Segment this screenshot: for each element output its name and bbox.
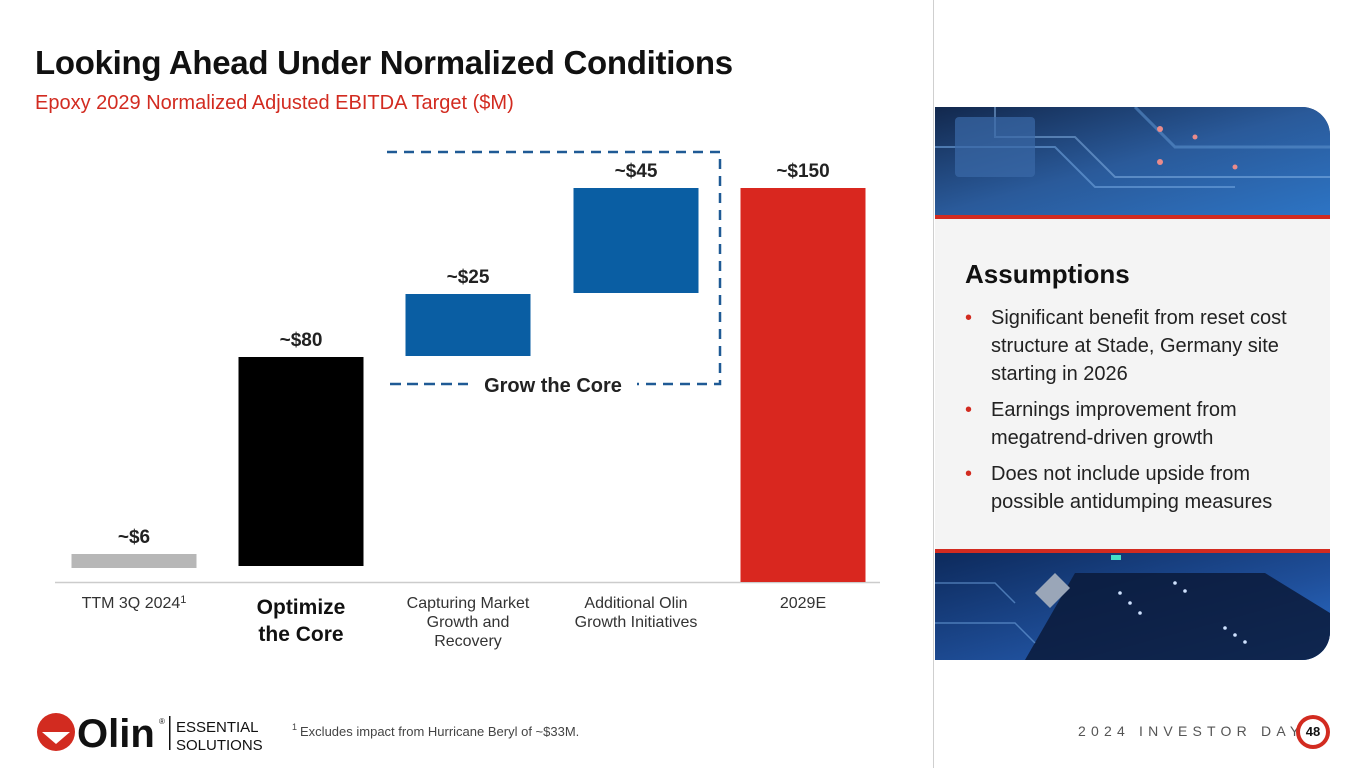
assumptions-panel: Assumptions • Significant benefit from re…: [935, 107, 1330, 660]
footnote: 1 Excludes impact from Hurricane Beryl of…: [292, 722, 580, 739]
bullet-icon: •: [965, 307, 973, 329]
bar-4: [573, 188, 699, 293]
page-title: Looking Ahead Under Normalized Condition…: [35, 44, 733, 81]
assumptions-list: • Significant benefit from reset cost str…: [965, 304, 1325, 524]
category-label-2: Optimize the Core: [256, 596, 346, 646]
data-label-3: ~$25: [447, 267, 490, 288]
grow-the-core-box: [387, 150, 722, 386]
category-footnote-marker: 1: [180, 594, 187, 606]
page-number-badge: 48: [1296, 715, 1330, 749]
page-subtitle: Epoxy 2029 Normalized Adjusted EBITDA Ta…: [35, 92, 514, 114]
vertical-divider: [933, 0, 934, 768]
assumption-item: • Significant benefit from reset cost str…: [965, 304, 1325, 388]
event-label: 2024 INVESTOR DAY: [1078, 723, 1305, 739]
logo-subtitle-2: SOLUTIONS: [176, 737, 263, 754]
bar-5: [740, 188, 866, 582]
bar-3: [405, 294, 531, 356]
data-label-4: ~$45: [615, 161, 658, 182]
bullet-icon: •: [965, 399, 973, 421]
circuit-board-image-bottom: [935, 553, 1330, 660]
page-number: 48: [1300, 719, 1326, 745]
bar-1: [71, 554, 197, 568]
olin-logo: Olin ® ESSENTIAL SOLUTIONS: [37, 712, 263, 754]
logo-registered-mark: ®: [159, 717, 165, 726]
bar-2: [238, 357, 364, 566]
category-label-1: TTM 3Q 20241: [81, 594, 187, 612]
waterfall-chart: ~$6 ~$80 ~$25 ~$45 ~$150 Grow the Core: [55, 150, 880, 584]
circuit-board-image-top: [935, 107, 1330, 215]
grow-the-core-label: Grow the Core: [484, 375, 622, 397]
assumption-item: • Does not include upside from possible a…: [965, 460, 1325, 516]
footnote-marker: 1: [292, 722, 298, 732]
logo-subtitle-1: ESSENTIAL: [176, 719, 259, 736]
assumptions-box: Assumptions • Significant benefit from re…: [935, 215, 1330, 553]
category-label-3: Capturing Market Growth and Recovery: [406, 595, 530, 650]
assumptions-title: Assumptions: [965, 259, 1130, 289]
data-label-5: ~$150: [776, 161, 829, 182]
bullet-icon: •: [965, 463, 973, 485]
category-label-4: Additional Olin Growth Initiatives: [574, 595, 698, 631]
logo-wordmark: Olin: [77, 712, 155, 754]
category-label-5: 2029E: [779, 595, 827, 612]
data-label-1: ~$6: [118, 527, 150, 548]
data-label-2: ~$80: [280, 330, 323, 351]
assumption-item: • Earnings improvement from megatrend-dri…: [965, 396, 1325, 452]
